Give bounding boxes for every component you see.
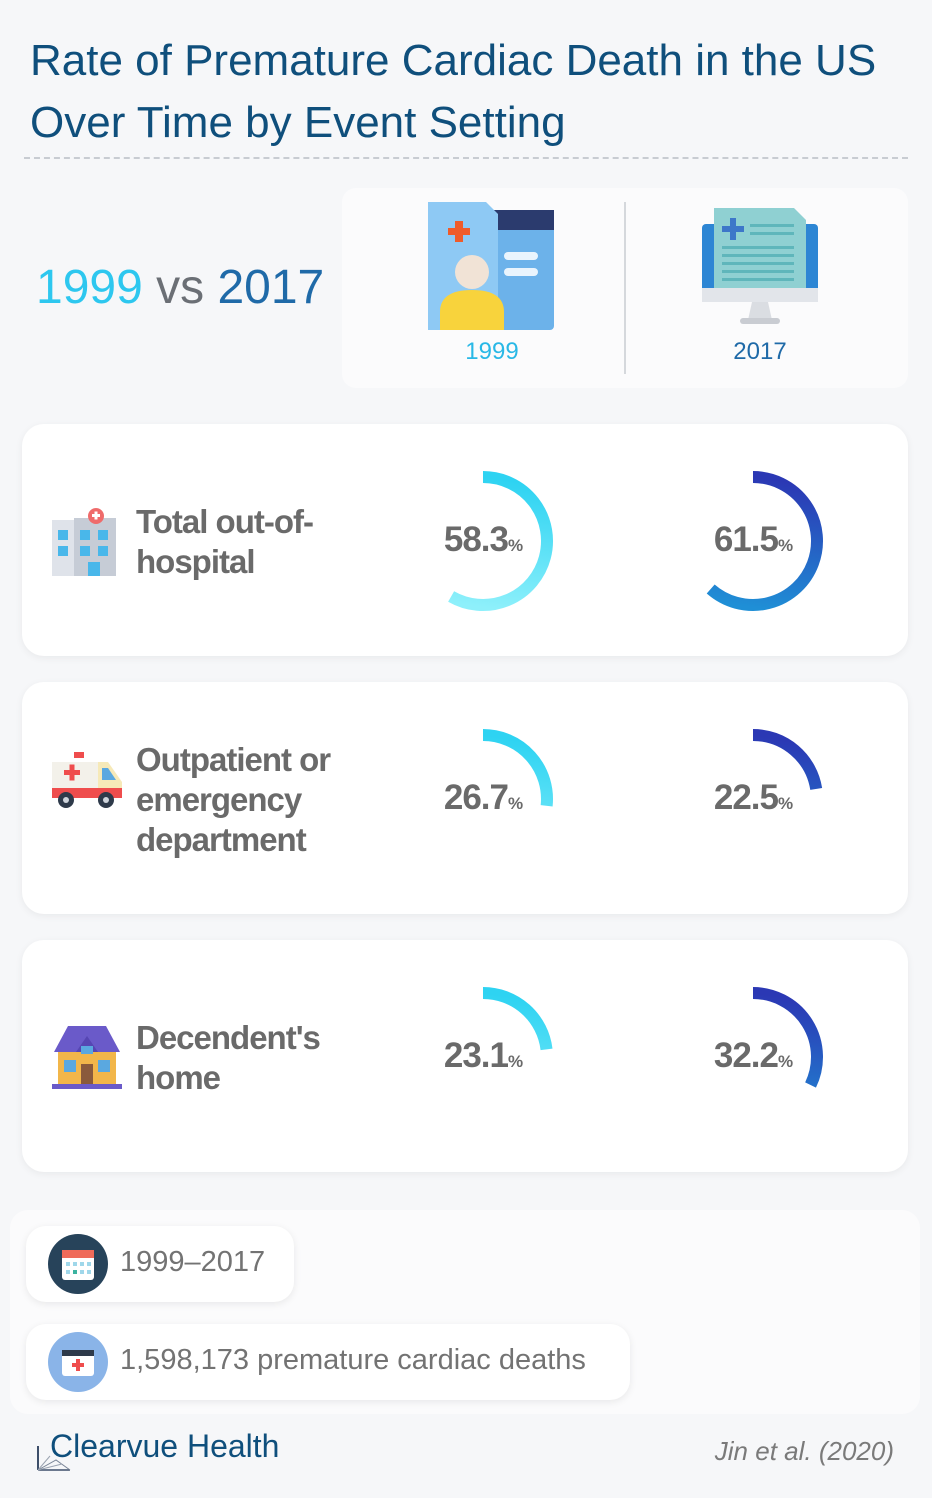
value-1999-unit: %: [508, 794, 523, 813]
row-label: Total out-of-hospital: [136, 503, 314, 580]
value-2017: 22.5%: [673, 778, 833, 818]
value-2017-number: 22.5: [713, 778, 779, 817]
gauge-1999-total-out-of-hospital: [448, 471, 553, 611]
legend-year-1999: 1999: [465, 338, 519, 365]
value-1999-number: 23.1: [443, 1036, 509, 1075]
study-period-pill: 1999–2017: [26, 1226, 294, 1302]
value-2017: 61.5%: [673, 520, 833, 560]
brand-name: Clearvue Health: [50, 1428, 280, 1464]
row-label: Outpatient or emergency department: [136, 741, 331, 858]
calendar-icon: [48, 1234, 108, 1294]
gauge-2017-total-out-of-hospital: [706, 471, 823, 611]
value-2017-number: 32.2: [713, 1036, 779, 1075]
gauges-svg: [482, 987, 823, 1088]
page-title: Rate of Premature Cardiac Death in the U…: [30, 36, 877, 147]
row-card-outpatient-emergency: Outpatient or emergency department 26.7%…: [22, 682, 908, 914]
value-2017: 32.2%: [673, 1036, 833, 1076]
value-1999-unit: %: [508, 536, 523, 555]
legend-divider: [624, 202, 626, 374]
gauges-svg: [448, 471, 823, 611]
legend-year-2017: 2017: [733, 338, 787, 365]
value-1999-number: 58.3: [443, 520, 509, 559]
medical-record-icon: [428, 202, 554, 330]
hospital-building-icon: [52, 508, 116, 576]
value-2017-number: 61.5: [713, 520, 779, 559]
value-1999: 23.1%: [403, 1036, 563, 1076]
deaths-count-text: 1,598,173 premature cardiac deaths: [120, 1344, 586, 1376]
house-icon: [52, 1026, 122, 1089]
value-1999: 58.3%: [403, 520, 563, 560]
value-2017-unit: %: [778, 794, 793, 813]
value-2017-unit: %: [778, 1052, 793, 1071]
value-1999-unit: %: [508, 1052, 523, 1071]
brand-logo-icon: [37, 1446, 71, 1471]
gauges-svg: [482, 729, 823, 807]
comparison-year-b: 2017: [217, 261, 325, 314]
row-card-total-out-of-hospital: Total out-of-hospital 58.3% 61.5%: [22, 424, 908, 656]
source-citation: Jin et al. (2020): [714, 1436, 894, 1466]
study-info-panel: 1999–2017 1,598,173 premature cardiac de…: [10, 1210, 920, 1414]
gauge-1999-decendents-home: [482, 987, 553, 1051]
comparison-year-a: 1999: [36, 261, 143, 314]
computer-monitor-icon: [702, 208, 818, 324]
legend-card: 1999 2017: [342, 188, 908, 388]
gauge-2017-decendents-home: [752, 987, 823, 1088]
value-1999: 26.7%: [403, 778, 563, 818]
value-2017-unit: %: [778, 536, 793, 555]
ambulance-icon: [52, 752, 122, 808]
comparison-heading: 1999 vs 2017: [36, 258, 324, 318]
title-divider: [24, 157, 908, 159]
gauge-2017-outpatient-emergency: [752, 729, 823, 791]
row-card-decendents-home: Decendent's home 23.1% 32.2%: [22, 940, 908, 1172]
medical-folder-icon: [48, 1332, 108, 1392]
gauge-1999-outpatient-emergency: [482, 729, 553, 807]
row-label: Decendent's home: [136, 1019, 321, 1096]
deaths-count-pill: 1,598,173 premature cardiac deaths: [26, 1324, 630, 1400]
study-period-text: 1999–2017: [120, 1246, 266, 1278]
value-1999-number: 26.7: [443, 778, 509, 817]
comparison-vs: vs: [156, 261, 205, 314]
